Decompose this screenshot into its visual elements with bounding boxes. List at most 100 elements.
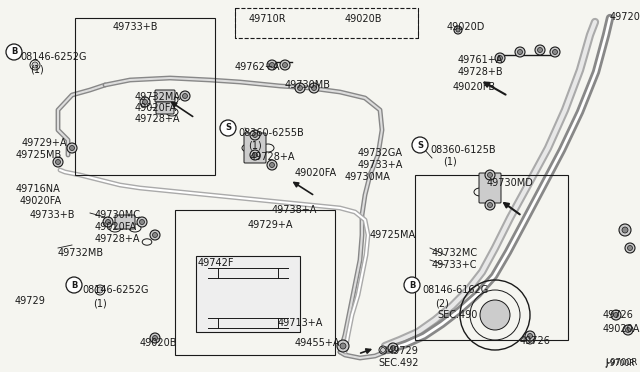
Circle shape xyxy=(152,336,157,340)
Text: 49729+A: 49729+A xyxy=(22,138,67,148)
Text: 49020B: 49020B xyxy=(140,338,177,348)
Text: 49733+A: 49733+A xyxy=(358,160,403,170)
Text: 49732MA: 49732MA xyxy=(135,92,181,102)
Text: J-9700R: J-9700R xyxy=(605,358,637,367)
Circle shape xyxy=(67,143,77,153)
Circle shape xyxy=(312,86,317,90)
Circle shape xyxy=(485,170,495,180)
Circle shape xyxy=(150,230,160,240)
Bar xyxy=(175,210,335,355)
FancyBboxPatch shape xyxy=(155,90,175,102)
Circle shape xyxy=(485,200,495,210)
Text: 08146-6252G: 08146-6252G xyxy=(20,52,86,62)
Circle shape xyxy=(103,217,113,227)
Text: 49728+A: 49728+A xyxy=(135,114,180,124)
Text: 49730MA: 49730MA xyxy=(345,172,391,182)
Text: 49738+A: 49738+A xyxy=(272,205,317,215)
Text: 49726: 49726 xyxy=(520,336,551,346)
FancyBboxPatch shape xyxy=(479,173,501,203)
Text: 49729: 49729 xyxy=(15,296,46,306)
Text: 08146-6252G: 08146-6252G xyxy=(82,285,148,295)
Circle shape xyxy=(611,310,621,320)
Text: 49728+A: 49728+A xyxy=(95,234,141,244)
Circle shape xyxy=(309,83,319,93)
Circle shape xyxy=(456,28,460,32)
Circle shape xyxy=(220,120,236,136)
Text: 49728+A: 49728+A xyxy=(250,152,296,162)
Text: 49730MD: 49730MD xyxy=(487,178,534,188)
Circle shape xyxy=(295,83,305,93)
Circle shape xyxy=(480,300,510,330)
Circle shape xyxy=(381,347,385,352)
Text: 49020A: 49020A xyxy=(603,324,640,334)
Circle shape xyxy=(550,47,560,57)
Text: 49732MC: 49732MC xyxy=(432,248,478,258)
Text: 49716NA: 49716NA xyxy=(16,184,61,194)
Circle shape xyxy=(525,331,535,341)
Text: S: S xyxy=(417,141,423,150)
Text: 49733+C: 49733+C xyxy=(432,260,477,270)
Circle shape xyxy=(340,343,346,349)
FancyBboxPatch shape xyxy=(196,256,300,332)
Circle shape xyxy=(614,312,618,317)
Text: SEC.490: SEC.490 xyxy=(437,310,477,320)
Circle shape xyxy=(70,145,74,151)
FancyBboxPatch shape xyxy=(115,215,135,229)
Circle shape xyxy=(388,343,398,353)
Circle shape xyxy=(627,246,632,250)
Circle shape xyxy=(625,327,630,333)
Text: 49761+A: 49761+A xyxy=(458,55,504,65)
Circle shape xyxy=(518,49,522,55)
Circle shape xyxy=(625,243,635,253)
Circle shape xyxy=(182,93,188,99)
Text: S: S xyxy=(225,124,231,132)
Circle shape xyxy=(180,91,190,101)
Text: (1): (1) xyxy=(93,298,107,308)
Circle shape xyxy=(253,153,257,157)
Circle shape xyxy=(535,45,545,55)
Text: 49020FB: 49020FB xyxy=(453,82,496,92)
Circle shape xyxy=(269,62,275,67)
Circle shape xyxy=(412,137,428,153)
Text: 08146-6162G: 08146-6162G xyxy=(422,285,488,295)
Text: 49730MB: 49730MB xyxy=(285,80,331,90)
Text: 49713+A: 49713+A xyxy=(278,318,323,328)
Text: B: B xyxy=(409,280,415,289)
Text: 49020D: 49020D xyxy=(447,22,485,32)
Text: 49020FA: 49020FA xyxy=(20,196,62,206)
Circle shape xyxy=(66,277,82,293)
Circle shape xyxy=(622,227,628,233)
Circle shape xyxy=(404,277,420,293)
Circle shape xyxy=(140,97,150,107)
Text: 49020FA: 49020FA xyxy=(295,168,337,178)
Circle shape xyxy=(250,150,260,160)
Circle shape xyxy=(137,217,147,227)
Circle shape xyxy=(97,287,103,293)
Text: (1): (1) xyxy=(30,64,44,74)
Circle shape xyxy=(495,53,505,63)
Bar xyxy=(415,175,568,340)
Text: 49733+B: 49733+B xyxy=(113,22,159,32)
Circle shape xyxy=(32,62,38,68)
Circle shape xyxy=(267,60,277,70)
Circle shape xyxy=(280,60,290,70)
Circle shape xyxy=(267,160,277,170)
Circle shape xyxy=(298,86,303,90)
Text: 49455+A: 49455+A xyxy=(295,338,340,348)
Circle shape xyxy=(488,202,493,208)
Circle shape xyxy=(497,55,502,61)
Text: 49725MA: 49725MA xyxy=(370,230,416,240)
Circle shape xyxy=(623,325,633,335)
Bar xyxy=(75,18,215,175)
Text: (1): (1) xyxy=(248,140,262,150)
Bar xyxy=(235,8,418,38)
Text: 49762+A: 49762+A xyxy=(235,62,280,72)
Text: J-9700R: J-9700R xyxy=(605,359,635,368)
Circle shape xyxy=(515,47,525,57)
Text: 49728+B: 49728+B xyxy=(458,67,504,77)
Text: 49020FA: 49020FA xyxy=(95,222,137,232)
Text: 49733+B: 49733+B xyxy=(30,210,76,220)
Circle shape xyxy=(253,132,257,138)
Text: B: B xyxy=(71,280,77,289)
Text: 08360-6255B: 08360-6255B xyxy=(238,128,304,138)
